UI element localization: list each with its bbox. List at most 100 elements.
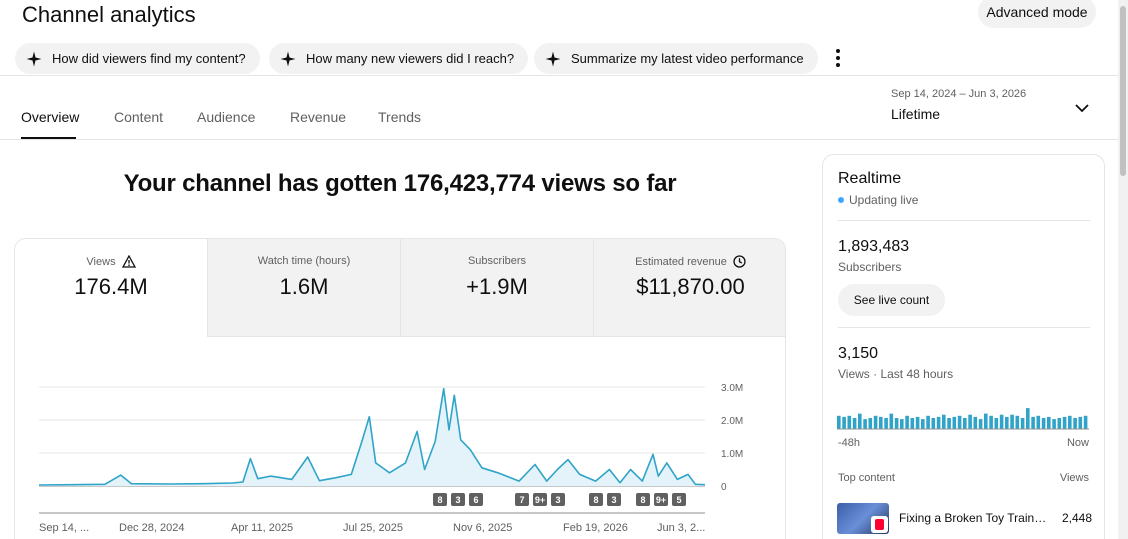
x-tick-label: Jun 3, 2... bbox=[657, 522, 705, 534]
chevron-down-icon[interactable] bbox=[1074, 100, 1090, 116]
annotation-marker bbox=[672, 493, 686, 506]
realtime-bar bbox=[1031, 416, 1035, 429]
annotation-label: 3 bbox=[555, 495, 560, 505]
metric-subscribers[interactable]: Subscribers +1.9M bbox=[401, 239, 594, 337]
subscriber-count: 1,893,483 bbox=[838, 238, 910, 255]
tab-overview[interactable]: Overview bbox=[21, 109, 80, 125]
chip-summarize[interactable]: Summarize my latest video performance bbox=[534, 43, 818, 74]
metric-value: $11,870.00 bbox=[636, 274, 745, 299]
top-views-label: Views bbox=[1059, 472, 1089, 484]
realtime-bar bbox=[842, 416, 846, 429]
sparkle-icon bbox=[545, 51, 561, 66]
tab-trends[interactable]: Trends bbox=[378, 109, 422, 125]
realtime-bar bbox=[1041, 418, 1046, 429]
realtime-bar bbox=[963, 418, 967, 429]
divider bbox=[838, 220, 1090, 221]
date-range-label[interactable]: Lifetime bbox=[891, 106, 941, 122]
scrollbar[interactable] bbox=[1118, 0, 1128, 539]
live-status-text: Updating live bbox=[849, 193, 919, 207]
annotation-label: 3 bbox=[455, 495, 460, 505]
annotation-marker bbox=[451, 493, 465, 506]
tab-content[interactable]: Content bbox=[114, 109, 164, 125]
divider bbox=[838, 327, 1090, 328]
realtime-bar bbox=[999, 414, 1004, 429]
views-chart: 3.0M 2.0M 1.0M 0 8 3 6 7 9+ 3 8 3 8 9+ 5 Sep 14, ... Dec… bbox=[38, 383, 743, 534]
annotation-label: 9+ bbox=[535, 495, 545, 505]
realtime-bar bbox=[984, 413, 988, 429]
tab-revenue[interactable]: Revenue bbox=[290, 109, 347, 125]
realtime-bar bbox=[1010, 414, 1014, 429]
video-views: 2,448 bbox=[1061, 511, 1092, 525]
metric-value: +1.9M bbox=[466, 274, 528, 299]
realtime-bar bbox=[873, 415, 878, 429]
metric-label: Subscribers bbox=[467, 255, 527, 267]
views-headline: Your channel has gotten 176,423,774 view… bbox=[123, 170, 677, 197]
annotation-label: 5 bbox=[676, 495, 681, 505]
realtime-bar bbox=[957, 415, 962, 429]
y-tick-label: 1.0M bbox=[721, 449, 743, 460]
annotation-marker bbox=[654, 493, 668, 506]
annotation-label: 9+ bbox=[656, 495, 666, 505]
realtime-bar bbox=[847, 415, 852, 429]
advanced-mode-button[interactable]: Advanced mode bbox=[978, 0, 1096, 28]
annotation-label: 6 bbox=[473, 495, 478, 505]
realtime-bar bbox=[858, 413, 862, 429]
realtime-views-label: Views · Last 48 hours bbox=[838, 367, 954, 381]
realtime-bar bbox=[931, 418, 936, 429]
tab-audience[interactable]: Audience bbox=[197, 109, 256, 125]
x-tick-label: Nov 6, 2025 bbox=[453, 522, 512, 534]
realtime-bar bbox=[1026, 408, 1030, 429]
sparkle-icon bbox=[26, 51, 42, 66]
chip-viewers-find[interactable]: How did viewers find my content? bbox=[15, 43, 260, 74]
realtime-bar bbox=[889, 413, 894, 429]
chip-label: Summarize my latest video performance bbox=[571, 51, 804, 66]
chip-label: How did viewers find my content? bbox=[52, 51, 246, 66]
realtime-bar bbox=[936, 416, 941, 429]
see-live-count-button[interactable]: See live count bbox=[838, 284, 945, 316]
y-tick-label: 2.0M bbox=[721, 416, 743, 427]
realtime-bar bbox=[884, 418, 888, 429]
metric-watch-time[interactable]: Watch time (hours) 1.6M bbox=[208, 239, 401, 337]
realtime-bar bbox=[1062, 416, 1067, 429]
divider bbox=[0, 75, 1118, 76]
realtime-bar bbox=[952, 416, 957, 429]
metric-views[interactable]: Views 176.4M bbox=[15, 239, 208, 337]
chip-new-viewers[interactable]: How many new viewers did I reach? bbox=[269, 43, 529, 74]
realtime-bar bbox=[1057, 418, 1062, 429]
annotation-marker bbox=[636, 493, 650, 506]
metric-value: 176.4M bbox=[74, 274, 148, 299]
x-tick-label: Dec 28, 2024 bbox=[119, 522, 184, 534]
divider bbox=[0, 139, 1118, 140]
metric-label: Views bbox=[86, 255, 116, 268]
realtime-bar bbox=[1020, 418, 1025, 429]
series-line bbox=[38, 387, 706, 486]
realtime-bar bbox=[926, 415, 930, 429]
date-range-dates[interactable]: Sep 14, 2024 – Jun 3, 2026 bbox=[891, 88, 1027, 100]
annotation-marker bbox=[589, 493, 603, 506]
live-status: Updating live bbox=[838, 193, 918, 207]
realtime-bar bbox=[1052, 419, 1056, 429]
top-content-label: Top content bbox=[838, 472, 895, 484]
realtime-bar bbox=[894, 418, 899, 429]
realtime-bar bbox=[852, 418, 857, 429]
realtime-bar bbox=[1047, 416, 1051, 429]
realtime-bar bbox=[1083, 415, 1088, 429]
x-tick-label: Sep 14, ... bbox=[39, 522, 89, 534]
x-tick-label: Apr 11, 2025 bbox=[231, 522, 293, 534]
realtime-bar bbox=[1015, 415, 1020, 429]
realtime-bar bbox=[910, 418, 915, 429]
realtime-bar bbox=[837, 415, 841, 429]
top-content-item[interactable]: Fixing a Broken Toy Train ... 2,448 bbox=[837, 502, 1092, 534]
more-options-icon[interactable] bbox=[829, 47, 847, 69]
realtime-bar bbox=[863, 419, 867, 429]
realtime-bar bbox=[905, 415, 909, 429]
realtime-bar bbox=[879, 416, 883, 429]
chip-label: How many new viewers did I reach? bbox=[306, 51, 515, 66]
metric-revenue[interactable]: Estimated revenue $11,870.00 bbox=[594, 239, 785, 337]
realtime-bar bbox=[915, 416, 920, 429]
scrollbar-thumb[interactable] bbox=[1120, 6, 1126, 176]
realtime-bar bbox=[868, 418, 873, 429]
realtime-bar bbox=[942, 414, 946, 429]
active-tab-indicator bbox=[21, 137, 76, 140]
realtime-bar bbox=[1036, 415, 1041, 429]
